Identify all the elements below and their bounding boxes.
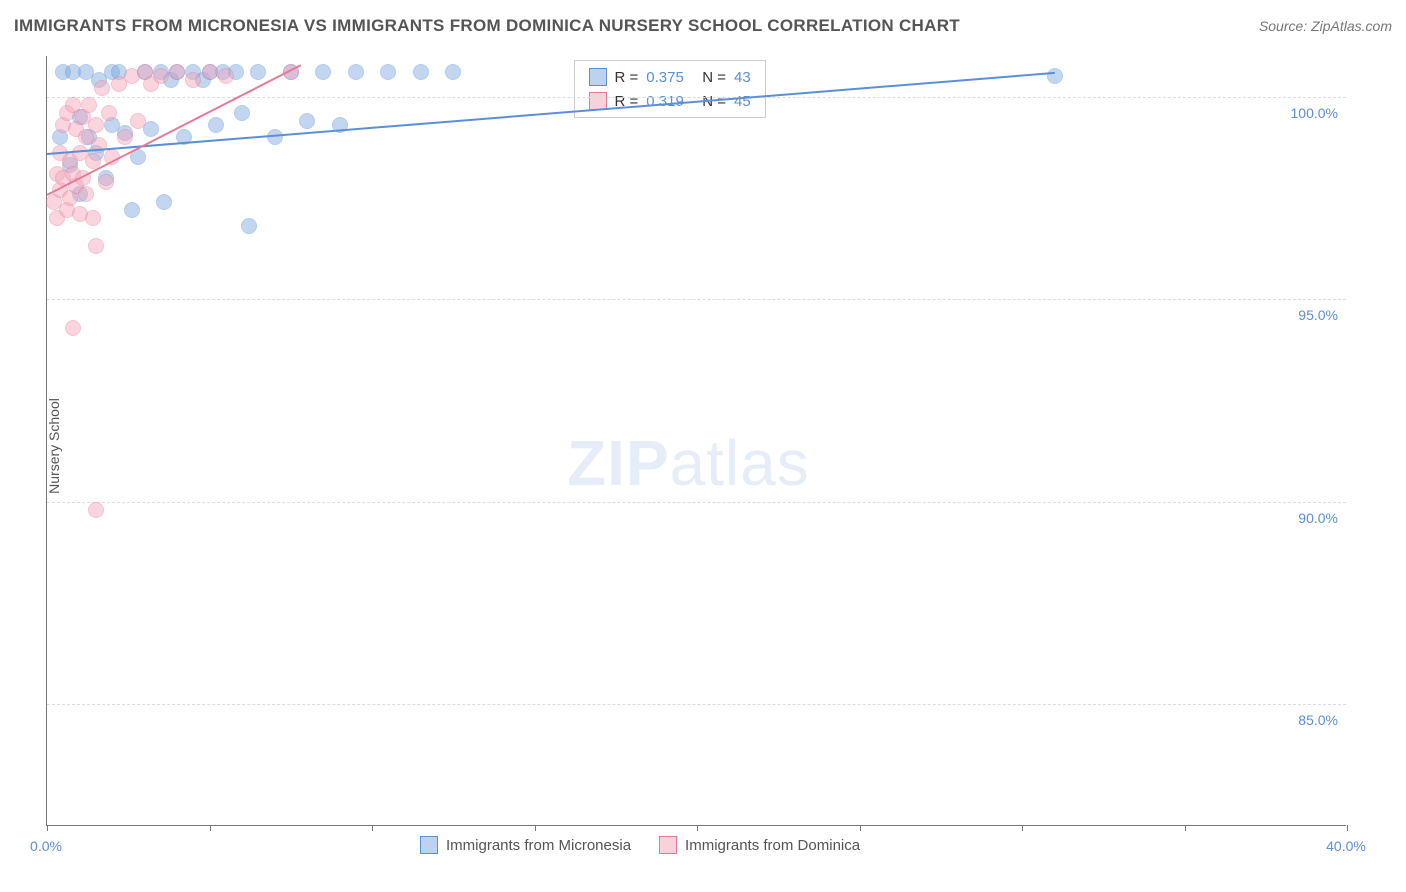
scatter-point [156, 194, 172, 210]
legend-swatch [589, 68, 607, 86]
x-tick [697, 825, 698, 831]
x-tick [47, 825, 48, 831]
scatter-point [250, 64, 266, 80]
y-tick-label: 95.0% [1298, 307, 1338, 323]
gridline-h [47, 299, 1346, 300]
scatter-point [85, 210, 101, 226]
scatter-point [185, 72, 201, 88]
scatter-point [208, 117, 224, 133]
legend-swatch [420, 836, 438, 854]
scatter-point [348, 64, 364, 80]
gridline-h [47, 97, 1346, 98]
n-value: 45 [734, 93, 751, 110]
gridline-h [47, 704, 1346, 705]
scatter-point [169, 64, 185, 80]
series-legend-item: Immigrants from Micronesia [420, 836, 631, 854]
y-tick-label: 85.0% [1298, 712, 1338, 728]
watermark-bold: ZIP [567, 427, 670, 499]
scatter-point [130, 113, 146, 129]
y-tick-label: 100.0% [1291, 105, 1338, 121]
scatter-point [218, 68, 234, 84]
scatter-point [315, 64, 331, 80]
correlation-legend-row: R = 0.375 N = 43 [575, 65, 765, 89]
scatter-point [241, 218, 257, 234]
scatter-point [380, 64, 396, 80]
series-legend-item: Immigrants from Dominica [659, 836, 860, 854]
source-attribution: Source: ZipAtlas.com [1259, 18, 1392, 34]
scatter-point [81, 97, 97, 113]
x-tick-label: 0.0% [30, 838, 62, 854]
scatter-point [88, 117, 104, 133]
n-value: 43 [734, 69, 751, 86]
r-label: R = [615, 69, 639, 86]
scatter-point [202, 64, 218, 80]
x-tick [860, 825, 861, 831]
scatter-point [124, 202, 140, 218]
scatter-point [1047, 68, 1063, 84]
series-legend-label: Immigrants from Micronesia [446, 837, 631, 854]
scatter-point [153, 68, 169, 84]
x-tick [210, 825, 211, 831]
r-value: 0.375 [646, 69, 694, 86]
scatter-point [88, 502, 104, 518]
plot-area: ZIPatlas R =0.375N =43R =0.319N =45 85.0… [46, 56, 1346, 826]
legend-swatch [659, 836, 677, 854]
scatter-point [65, 320, 81, 336]
gridline-h [47, 502, 1346, 503]
scatter-point [78, 186, 94, 202]
scatter-point [98, 174, 114, 190]
scatter-point [445, 64, 461, 80]
x-tick [372, 825, 373, 831]
source-value: ZipAtlas.com [1311, 18, 1392, 34]
x-tick [1347, 825, 1348, 831]
scatter-point [299, 113, 315, 129]
scatter-point [88, 238, 104, 254]
x-tick-label: 40.0% [1326, 838, 1366, 854]
watermark: ZIPatlas [567, 426, 810, 500]
header-row: IMMIGRANTS FROM MICRONESIA VS IMMIGRANTS… [14, 16, 1392, 36]
x-tick [1185, 825, 1186, 831]
scatter-point [117, 129, 133, 145]
scatter-point [101, 105, 117, 121]
scatter-point [413, 64, 429, 80]
series-legend-label: Immigrants from Dominica [685, 837, 860, 854]
watermark-rest: atlas [670, 427, 810, 499]
n-label: N = [702, 69, 726, 86]
y-tick-label: 90.0% [1298, 510, 1338, 526]
source-label: Source: [1259, 18, 1311, 34]
scatter-point [94, 80, 110, 96]
series-legend: Immigrants from Micronesia Immigrants fro… [420, 836, 860, 854]
x-tick [535, 825, 536, 831]
x-tick [1022, 825, 1023, 831]
chart-title: IMMIGRANTS FROM MICRONESIA VS IMMIGRANTS… [14, 16, 960, 36]
scatter-point [234, 105, 250, 121]
